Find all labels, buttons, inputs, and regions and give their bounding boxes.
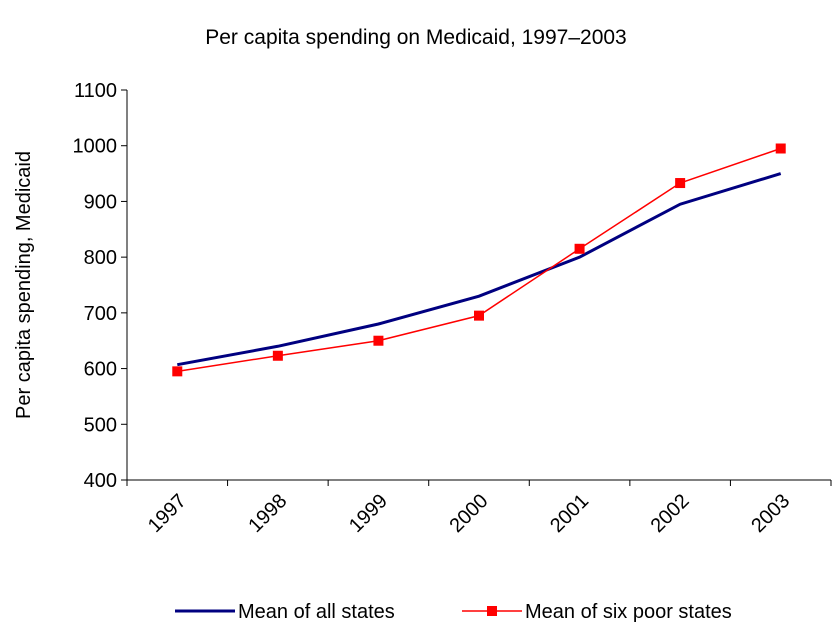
y-axis-title: Per capita spending, Medicaid (13, 151, 35, 419)
data-point (574, 243, 585, 254)
y-tick-label: 600 (84, 359, 117, 381)
legend-marker (487, 606, 497, 616)
series-line (177, 172, 782, 367)
data-point (373, 335, 384, 346)
series-line (177, 147, 781, 373)
data-point (675, 178, 686, 189)
y-tick-label: 400 (84, 470, 117, 492)
chart-title: Per capita spending on Medicaid, 1997–20… (205, 26, 626, 49)
data-point (272, 350, 283, 361)
x-tick-label: 2003 (747, 490, 794, 537)
x-tick-label: 2001 (546, 490, 593, 537)
x-tick-label: 1998 (244, 490, 291, 537)
data-point (775, 143, 786, 154)
y-tick-label: 900 (84, 191, 117, 213)
data-point (172, 366, 183, 377)
data-point (474, 310, 484, 321)
y-tick-label: 800 (84, 247, 117, 269)
x-tick-label: 1999 (345, 490, 392, 537)
x-tick-label: 2000 (446, 490, 493, 537)
y-tick-label: 500 (84, 414, 117, 436)
x-tick-label: 2002 (647, 490, 694, 537)
legend-label: Mean of all states (238, 601, 395, 623)
x-tick-label: 1997 (144, 490, 191, 537)
legend-label: Mean of six poor states (525, 601, 732, 623)
y-tick-label: 1000 (73, 136, 118, 158)
y-tick-label: 700 (84, 303, 117, 325)
y-tick-label: 1100 (74, 80, 117, 102)
